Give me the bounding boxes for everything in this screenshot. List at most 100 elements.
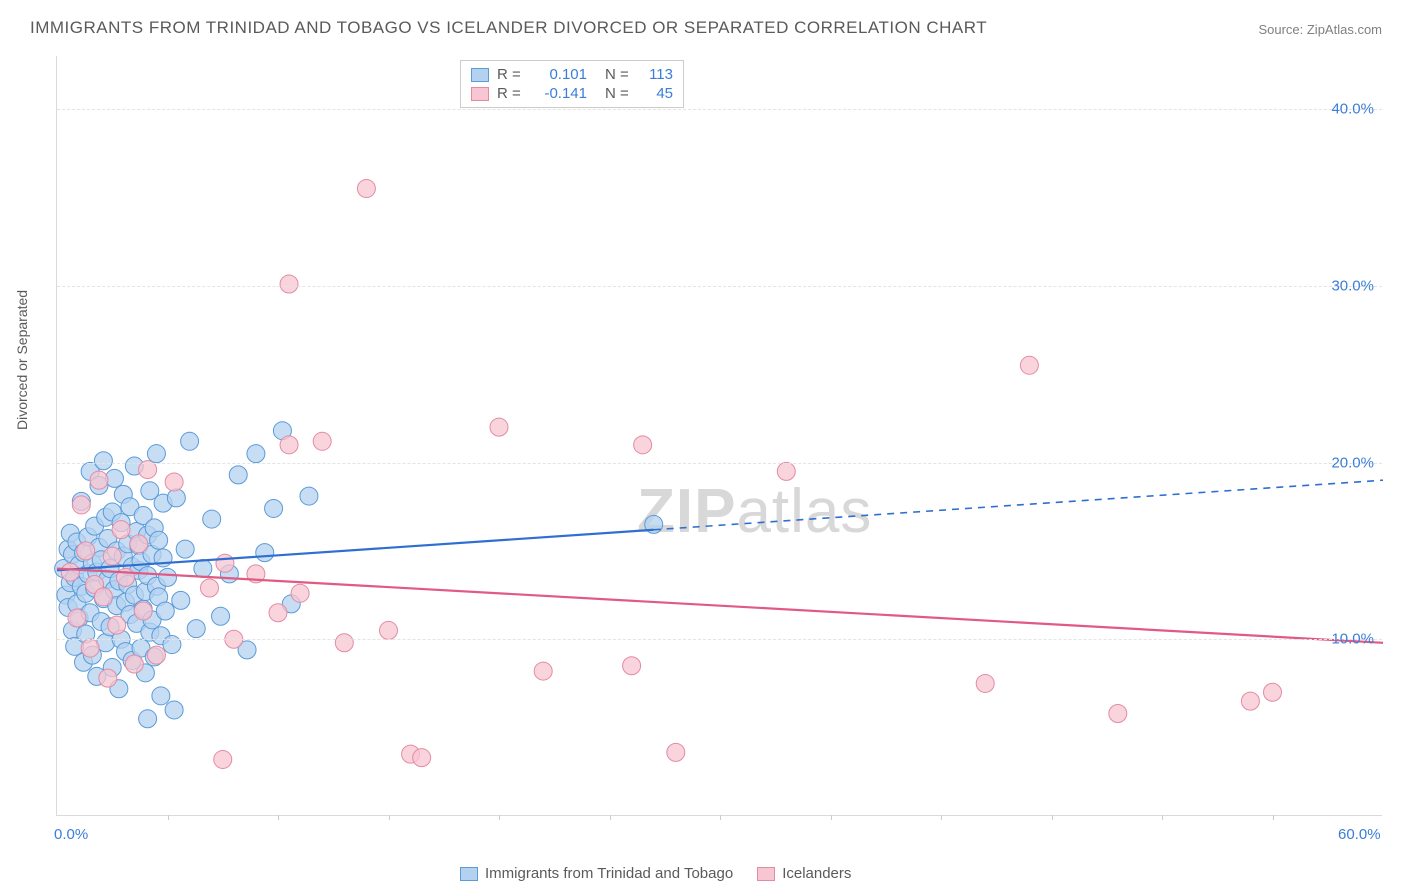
scatter-point-iceland bbox=[103, 547, 121, 565]
scatter-point-trinidad bbox=[300, 487, 318, 505]
r-label: R = bbox=[497, 66, 525, 83]
legend-stat-row-iceland: R = -0.141 N = 45 bbox=[471, 84, 673, 103]
scatter-point-iceland bbox=[280, 275, 298, 293]
scatter-point-iceland bbox=[313, 432, 331, 450]
scatter-point-iceland bbox=[165, 473, 183, 491]
trendline-iceland bbox=[57, 569, 1383, 643]
y-tick-label: 10.0% bbox=[1331, 631, 1374, 648]
scatter-point-iceland bbox=[99, 669, 117, 687]
scatter-point-iceland bbox=[1264, 683, 1282, 701]
scatter-point-iceland bbox=[667, 743, 685, 761]
legend-label: Immigrants from Trinidad and Tobago bbox=[485, 865, 733, 882]
swatch-trinidad bbox=[471, 68, 489, 82]
scatter-point-iceland bbox=[634, 436, 652, 454]
scatter-point-iceland bbox=[291, 584, 309, 602]
scatter-point-trinidad bbox=[172, 591, 190, 609]
scatter-point-iceland bbox=[125, 655, 143, 673]
scatter-point-iceland bbox=[280, 436, 298, 454]
x-tick bbox=[1273, 815, 1274, 820]
scatter-point-iceland bbox=[216, 554, 234, 572]
scatter-point-trinidad bbox=[194, 560, 212, 578]
x-tick bbox=[1052, 815, 1053, 820]
scatter-point-iceland bbox=[108, 616, 126, 634]
scatter-point-trinidad bbox=[156, 602, 174, 620]
x-tick-label: 60.0% bbox=[1338, 826, 1381, 843]
x-tick bbox=[941, 815, 942, 820]
scatter-point-iceland bbox=[200, 579, 218, 597]
scatter-point-iceland bbox=[413, 749, 431, 767]
scatter-point-iceland bbox=[72, 496, 90, 514]
x-tick bbox=[720, 815, 721, 820]
x-tick bbox=[610, 815, 611, 820]
scatter-point-iceland bbox=[623, 657, 641, 675]
scatter-point-iceland bbox=[1020, 356, 1038, 374]
swatch-iceland bbox=[757, 867, 775, 881]
scatter-point-iceland bbox=[61, 563, 79, 581]
scatter-point-trinidad bbox=[167, 489, 185, 507]
legend-stats: R = 0.101 N = 113 R = -0.141 N = 45 bbox=[460, 60, 684, 108]
x-tick bbox=[278, 815, 279, 820]
scatter-point-trinidad bbox=[147, 445, 165, 463]
scatter-point-trinidad bbox=[139, 710, 157, 728]
y-tick-label: 20.0% bbox=[1331, 454, 1374, 471]
r-value: -0.141 bbox=[533, 85, 587, 102]
scatter-point-iceland bbox=[1241, 692, 1259, 710]
scatter-point-iceland bbox=[94, 588, 112, 606]
scatter-point-trinidad bbox=[212, 607, 230, 625]
n-value: 113 bbox=[641, 66, 673, 83]
scatter-point-trinidad bbox=[94, 452, 112, 470]
n-label: N = bbox=[605, 85, 633, 102]
scatter-point-iceland bbox=[112, 521, 130, 539]
chart-title: IMMIGRANTS FROM TRINIDAD AND TOBAGO VS I… bbox=[30, 18, 987, 38]
scatter-point-iceland bbox=[357, 180, 375, 198]
scatter-point-iceland bbox=[130, 535, 148, 553]
n-label: N = bbox=[605, 66, 633, 83]
scatter-point-trinidad bbox=[247, 445, 265, 463]
y-tick-label: 30.0% bbox=[1331, 277, 1374, 294]
trendline-ext-trinidad bbox=[654, 480, 1383, 530]
scatter-point-iceland bbox=[777, 462, 795, 480]
scatter-point-iceland bbox=[68, 609, 86, 627]
gridline-h bbox=[57, 639, 1382, 640]
scatter-point-iceland bbox=[147, 646, 165, 664]
scatter-point-trinidad bbox=[152, 687, 170, 705]
y-tick-label: 40.0% bbox=[1331, 101, 1374, 118]
plot-area: ZIPatlas 10.0%20.0%30.0%40.0% bbox=[56, 56, 1382, 816]
scatter-point-trinidad bbox=[165, 701, 183, 719]
gridline-h bbox=[57, 109, 1382, 110]
r-label: R = bbox=[497, 85, 525, 102]
scatter-point-iceland bbox=[90, 471, 108, 489]
n-value: 45 bbox=[641, 85, 673, 102]
legend-label: Icelanders bbox=[782, 865, 851, 882]
x-tick-label: 0.0% bbox=[54, 826, 88, 843]
scatter-point-trinidad bbox=[163, 636, 181, 654]
scatter-point-trinidad bbox=[265, 499, 283, 517]
legend-series: Immigrants from Trinidad and Tobago Icela… bbox=[460, 865, 851, 882]
gridline-h bbox=[57, 286, 1382, 287]
y-axis-title: Divorced or Separated bbox=[14, 290, 30, 430]
x-tick bbox=[168, 815, 169, 820]
scatter-point-iceland bbox=[269, 604, 287, 622]
x-tick bbox=[1162, 815, 1163, 820]
scatter-point-trinidad bbox=[256, 544, 274, 562]
scatter-point-trinidad bbox=[159, 568, 177, 586]
scatter-point-iceland bbox=[1109, 704, 1127, 722]
scatter-point-trinidad bbox=[150, 531, 168, 549]
scatter-point-trinidad bbox=[229, 466, 247, 484]
scatter-point-iceland bbox=[976, 674, 994, 692]
swatch-trinidad bbox=[460, 867, 478, 881]
scatter-point-trinidad bbox=[203, 510, 221, 528]
legend-stat-row-trinidad: R = 0.101 N = 113 bbox=[471, 65, 673, 84]
scatter-point-trinidad bbox=[181, 432, 199, 450]
swatch-iceland bbox=[471, 87, 489, 101]
legend-item-trinidad: Immigrants from Trinidad and Tobago bbox=[460, 865, 733, 882]
chart-svg bbox=[57, 56, 1382, 815]
scatter-point-iceland bbox=[81, 639, 99, 657]
r-value: 0.101 bbox=[533, 66, 587, 83]
source-attribution: Source: ZipAtlas.com bbox=[1258, 22, 1382, 37]
x-tick bbox=[831, 815, 832, 820]
x-tick bbox=[499, 815, 500, 820]
scatter-point-iceland bbox=[335, 634, 353, 652]
scatter-point-iceland bbox=[534, 662, 552, 680]
scatter-point-iceland bbox=[134, 602, 152, 620]
